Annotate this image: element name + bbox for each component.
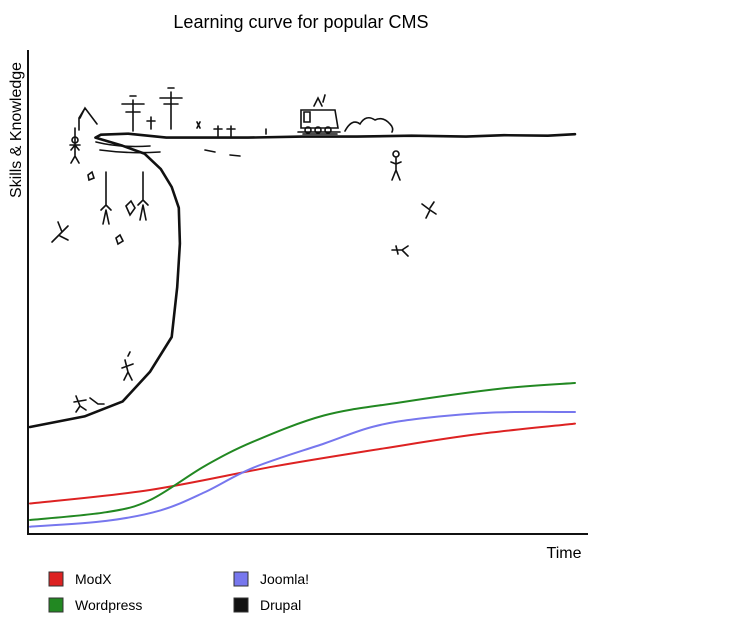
grave-cross-icon: [226, 125, 236, 137]
windmill-icon: [121, 95, 145, 132]
series-line-wordpress: [29, 382, 576, 521]
grave-cross-icon: [196, 121, 201, 129]
legend-swatch-drupal: [233, 597, 249, 613]
x-axis-label: Time: [547, 545, 582, 562]
series-line-joomla: [29, 410, 576, 528]
hanging-figure-head: [71, 136, 79, 144]
bulldozer-wheel: [304, 126, 312, 134]
windmill-icon: [159, 87, 183, 130]
legend-swatch-wordpress: [48, 597, 64, 613]
rubble-icon: [344, 116, 394, 133]
grave-cross-icon: [213, 125, 223, 137]
gallows-icon: [69, 106, 98, 164]
chart-title: Learning curve for popular CMS: [173, 12, 428, 32]
falling-figure-head: [392, 150, 400, 158]
falling-figure-icon: [51, 221, 69, 243]
falling-rock-icon: [87, 170, 95, 182]
series-line-drupal: [28, 132, 577, 429]
legend-label-joomla: Joomla!: [260, 571, 309, 587]
bulldozer-icon: [297, 94, 341, 135]
legend-label-modx: ModX: [75, 571, 112, 587]
falling-figure-icon: [390, 157, 402, 181]
legend-swatch-joomla: [233, 571, 249, 587]
falling-figure-icon: [421, 201, 437, 219]
legend-swatch-modx: [48, 571, 64, 587]
bulldozer-wheel: [314, 126, 322, 134]
cliff-doodles: [51, 87, 437, 413]
climber-figure-icon: [121, 351, 134, 381]
y-axis-label: Skills & Knowledge: [8, 62, 25, 198]
legend: ModX Wordpress Joomla! Drupal: [48, 571, 309, 613]
climber-figure-icon: [73, 395, 105, 413]
falling-rock-icon: [125, 199, 136, 217]
series-layer: [28, 132, 577, 528]
legend-label-drupal: Drupal: [260, 597, 301, 613]
hanging-figure-icon: [137, 171, 149, 221]
falling-figure-icon: [391, 245, 409, 257]
series-line-modx: [29, 422, 576, 505]
bulldozer-wheel: [324, 126, 332, 134]
grave-cross-icon: [146, 116, 156, 130]
falling-rock-icon: [115, 233, 125, 246]
legend-label-wordpress: Wordpress: [75, 597, 142, 613]
cliff-ledge-scribble: [95, 141, 241, 157]
hanging-figure-icon: [100, 171, 112, 225]
